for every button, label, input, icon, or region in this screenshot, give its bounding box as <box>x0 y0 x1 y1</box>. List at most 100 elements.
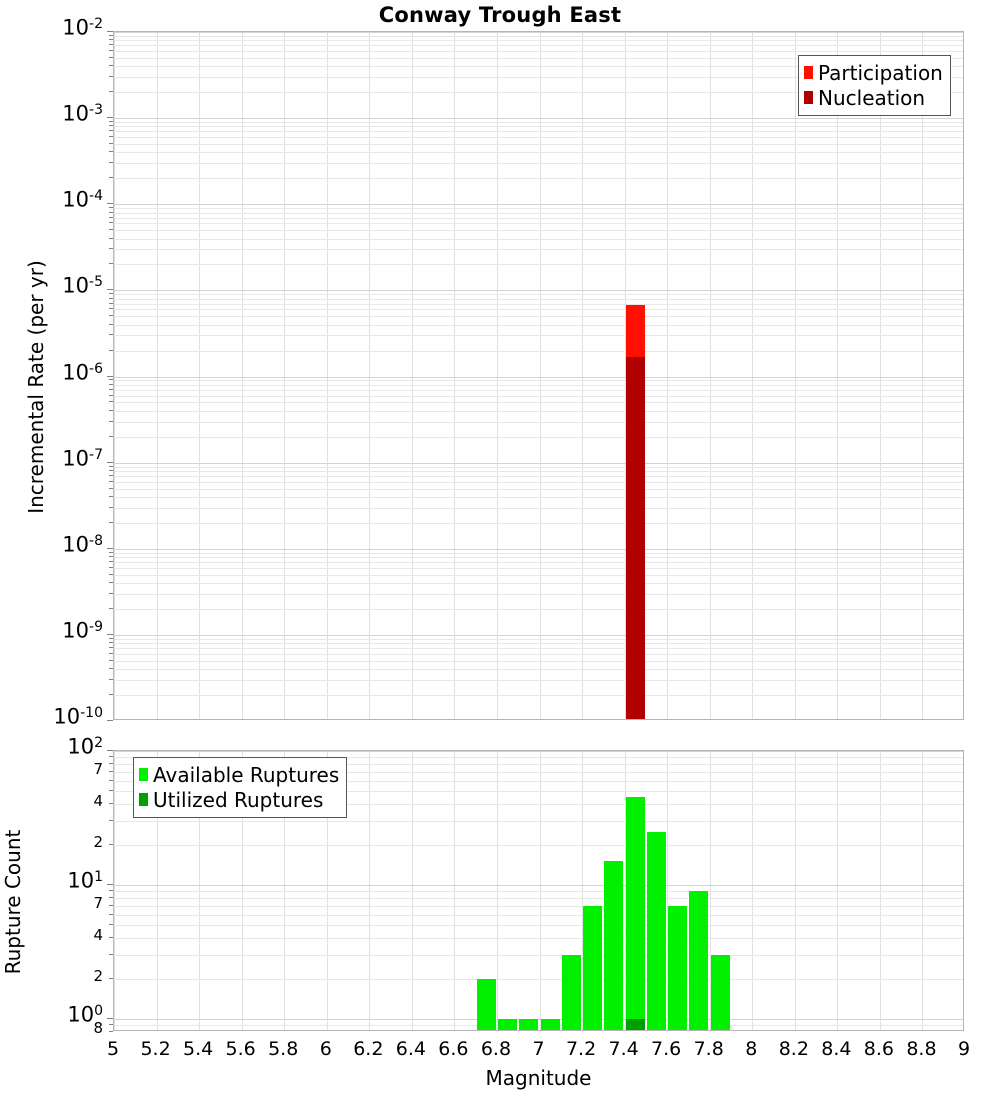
x-tick-label: 8.8 <box>906 1038 937 1060</box>
y-tick-mark-minor-top <box>109 561 113 562</box>
x-tick-label: 6.4 <box>395 1038 426 1060</box>
y-tick-mark-minor-bottom <box>109 897 113 898</box>
x-tick-label: 8.4 <box>821 1038 852 1060</box>
gridline-horizontal <box>114 482 963 483</box>
y-tick-mark-minor-top <box>109 694 113 695</box>
bar <box>477 979 496 1030</box>
y-tick-mark-minor-bottom <box>109 790 113 791</box>
gridline-vertical <box>284 32 285 719</box>
gridline-horizontal <box>114 639 963 640</box>
y-tick-mark-minor-top <box>109 303 113 304</box>
gridline-horizontal <box>114 264 963 265</box>
gridline-horizontal <box>114 654 963 655</box>
y-tick-label-top: 10-3 <box>62 101 103 126</box>
y-tick-label-top: 10-10 <box>53 704 103 729</box>
gridline-horizontal <box>114 208 963 209</box>
gridline-horizontal <box>114 45 963 46</box>
y-tick-mark-minor-bottom <box>109 924 113 925</box>
y-tick-mark-minor-top <box>109 647 113 648</box>
y-tick-mark-minor-bottom <box>109 844 113 845</box>
y-tick-mark-minor-top <box>109 350 113 351</box>
gridlines-top <box>114 32 963 719</box>
bar <box>668 906 687 1030</box>
y-tick-mark-minor-top <box>109 125 113 126</box>
y-tick-mark-minor-bottom <box>109 905 113 906</box>
y-tick-mark-minor-bottom <box>109 820 113 821</box>
gridline-horizontal <box>114 635 963 636</box>
y-tick-mark-top <box>107 31 113 32</box>
y-tick-mark-minor-top <box>109 574 113 575</box>
gridline-horizontal <box>114 152 963 153</box>
gridline-vertical <box>880 32 881 719</box>
gridline-horizontal <box>114 925 963 926</box>
gridline-vertical <box>625 751 626 1030</box>
bar <box>604 861 623 1030</box>
y-tick-mark-top <box>107 548 113 549</box>
y-tick-mark-minor-top <box>109 324 113 325</box>
x-tick-label: 7.4 <box>608 1038 639 1060</box>
y-tick-mark-minor-top <box>109 293 113 294</box>
y-tick-mark-minor-bottom <box>109 771 113 772</box>
legend-bottom: Available Ruptures Utilized Ruptures <box>133 757 348 818</box>
gridline-vertical <box>922 32 923 719</box>
y-tick-label-bottom: 101 <box>67 868 103 893</box>
gridline-horizontal <box>114 131 963 132</box>
gridline-horizontal <box>114 396 963 397</box>
gridline-horizontal <box>114 680 963 681</box>
gridline-horizontal <box>114 402 963 403</box>
gridline-horizontal <box>114 385 963 386</box>
gridline-horizontal <box>114 77 963 78</box>
legend-item-participation: Participation <box>804 60 943 85</box>
gridline-horizontal <box>114 508 963 509</box>
y-tick-mark-top <box>107 203 113 204</box>
y-tick-label-top: 10-2 <box>62 15 103 40</box>
bar <box>583 906 602 1030</box>
legend-label-available-ruptures: Available Ruptures <box>153 762 340 787</box>
gridline-horizontal <box>114 58 963 59</box>
gridline-horizontal <box>114 325 963 326</box>
gridline-vertical <box>114 32 115 719</box>
gridline-horizontal <box>114 648 963 649</box>
y-tick-mark-minor-top <box>109 212 113 213</box>
y-tick-label-top: 10-7 <box>62 445 103 470</box>
gridline-horizontal <box>114 885 963 886</box>
y-tick-label-minor-bottom: 4 <box>93 792 103 811</box>
legend-swatch-participation <box>804 66 813 79</box>
gridline-vertical <box>540 32 541 719</box>
legend-item-nucleation: Nucleation <box>804 85 943 110</box>
y-tick-label-minor-bottom: 7 <box>93 759 103 778</box>
gridline-vertical <box>795 751 796 1030</box>
y-tick-mark-minor-top <box>109 410 113 411</box>
y-tick-mark-top <box>107 462 113 463</box>
x-tick-label: 5.2 <box>140 1038 171 1060</box>
gridline-horizontal <box>114 463 963 464</box>
gridline-vertical <box>369 751 370 1030</box>
gridline-horizontal <box>114 218 963 219</box>
y-tick-mark-minor-bottom <box>109 763 113 764</box>
gridline-vertical <box>582 32 583 719</box>
legend-label-participation: Participation <box>818 60 943 85</box>
gridline-horizontal <box>114 126 963 127</box>
gridline-horizontal <box>114 230 963 231</box>
bar <box>647 832 666 1030</box>
gridline-horizontal <box>114 562 963 563</box>
gridline-vertical <box>242 751 243 1030</box>
y-tick-label-top: 10-8 <box>62 532 103 557</box>
bar <box>498 1019 517 1030</box>
gridline-horizontal <box>114 575 963 576</box>
gridline-horizontal <box>114 891 963 892</box>
gridline-horizontal <box>114 178 963 179</box>
y-tick-label-minor-bottom: 2 <box>93 966 103 985</box>
gridline-horizontal <box>114 239 963 240</box>
incremental-rate-plot <box>113 31 964 720</box>
y-tick-mark-minor-top <box>109 507 113 508</box>
gridline-horizontal <box>114 137 963 138</box>
gridline-vertical <box>497 751 498 1030</box>
gridline-horizontal <box>114 380 963 381</box>
y-tick-mark-minor-top <box>109 556 113 557</box>
gridline-horizontal <box>114 411 963 412</box>
x-tick-label: 8.6 <box>863 1038 894 1060</box>
y-tick-mark-minor-top <box>109 470 113 471</box>
y-tick-mark-minor-top <box>109 488 113 489</box>
y-tick-mark-minor-top <box>109 222 113 223</box>
